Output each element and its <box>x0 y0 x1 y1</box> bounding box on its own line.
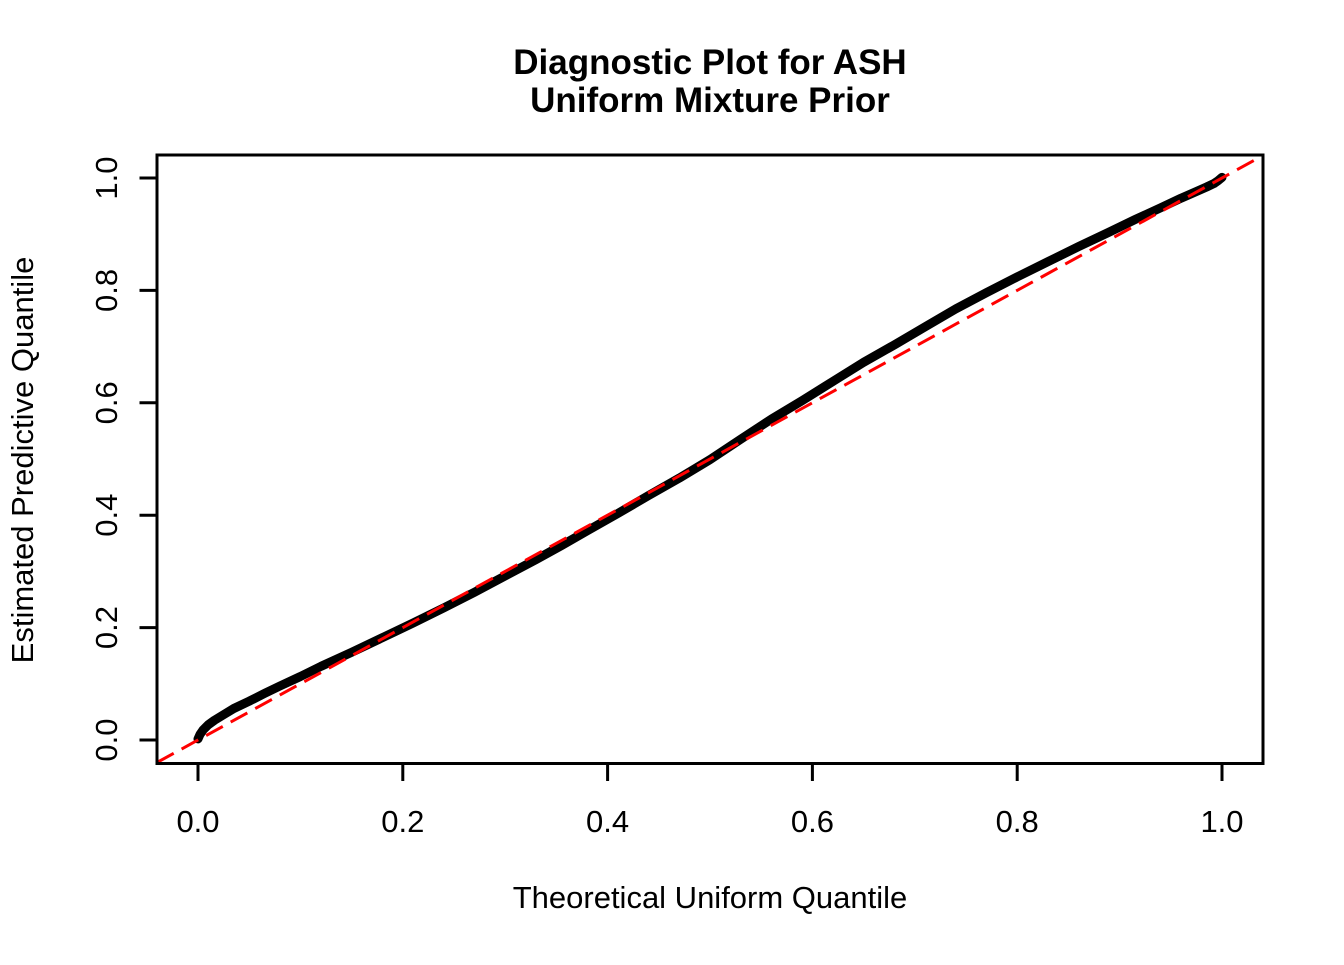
x-axis: 0.0 0.2 0.4 0.6 0.8 1.0 <box>176 763 1244 839</box>
x-tick-label: 0.6 <box>791 804 834 839</box>
x-tick-label: 0.8 <box>996 804 1039 839</box>
y-tick-label: 0.8 <box>89 269 124 312</box>
data-series <box>156 154 1264 764</box>
chart-title-line-2: Uniform Mixture Prior <box>530 81 890 120</box>
plot-box <box>155 153 1265 765</box>
y-tick-label: 1.0 <box>89 156 124 199</box>
y-tick-label: 0.2 <box>89 606 124 649</box>
x-tick-label: 0.2 <box>381 804 424 839</box>
y-tick-label: 0.0 <box>89 718 124 761</box>
reference-identity-line <box>156 154 1264 764</box>
y-tick-label: 0.4 <box>89 494 124 537</box>
x-tick-label: 0.4 <box>586 804 629 839</box>
y-axis: 0.0 0.2 0.4 0.6 0.8 1.0 <box>89 156 157 762</box>
y-axis-title: Estimated Predictive Quantile <box>5 257 40 664</box>
y-tick-label: 0.6 <box>89 381 124 424</box>
qq-curve <box>193 172 1227 744</box>
chart-title-line-1: Diagnostic Plot for ASH <box>513 43 906 82</box>
x-axis-title: Theoretical Uniform Quantile <box>513 880 908 915</box>
x-tick-label: 0.0 <box>176 804 219 839</box>
x-tick-label: 1.0 <box>1200 804 1243 839</box>
